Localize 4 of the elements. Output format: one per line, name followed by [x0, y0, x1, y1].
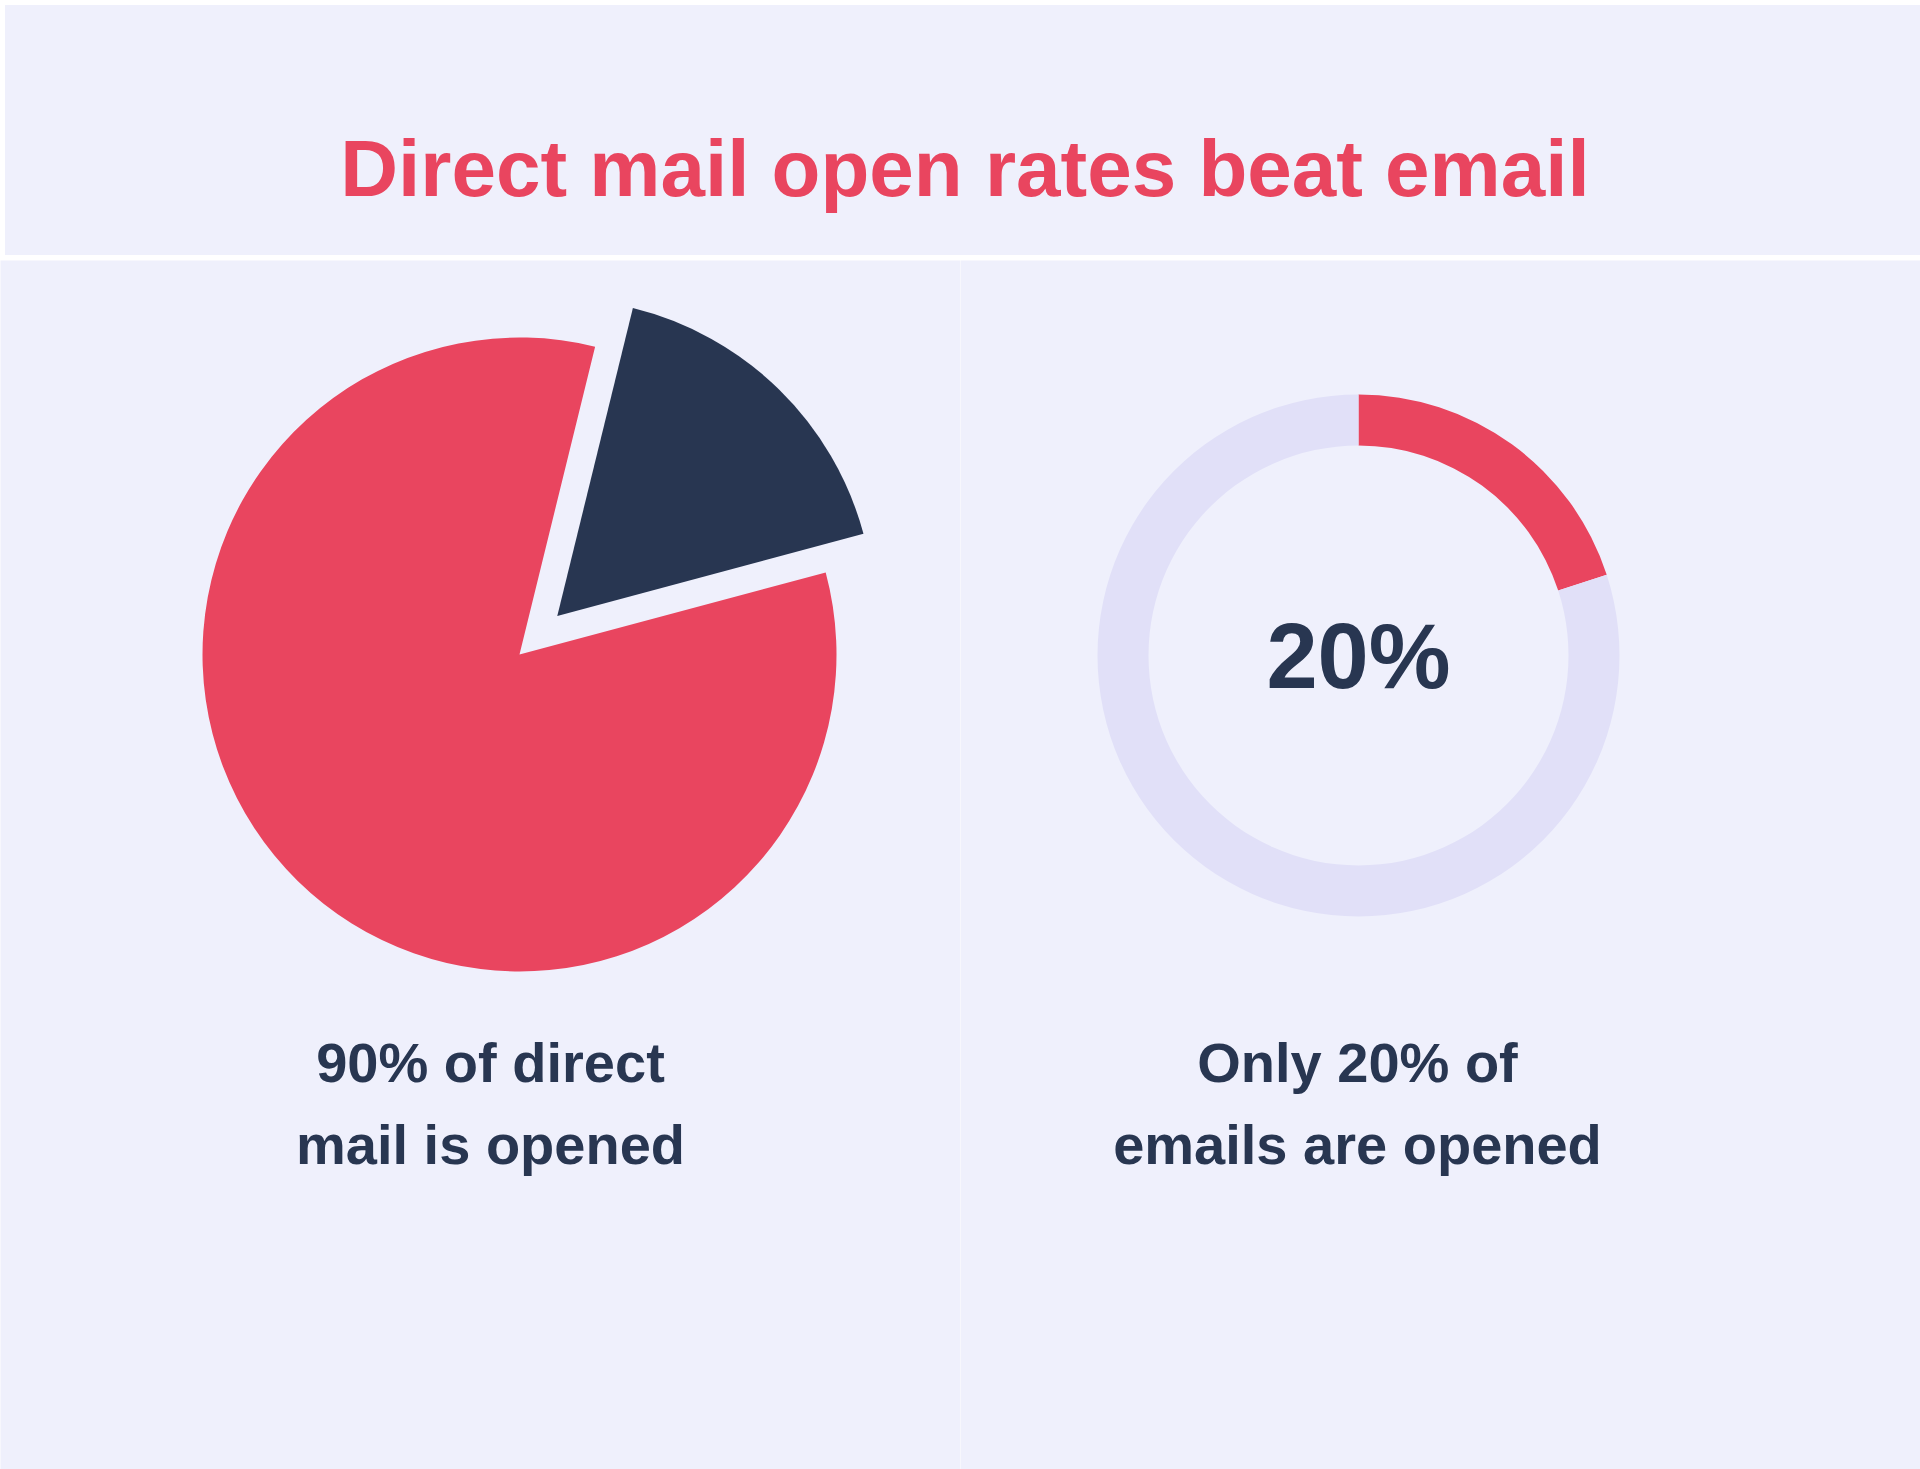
- chart-title: Direct mail open rates beat email: [339, 123, 1591, 213]
- text: 90% of direct mail is opened: [296, 1031, 685, 1176]
- data-label: 20%: [1266, 604, 1451, 707]
- text: Only 20% of emails are opened: [1113, 1031, 1602, 1176]
